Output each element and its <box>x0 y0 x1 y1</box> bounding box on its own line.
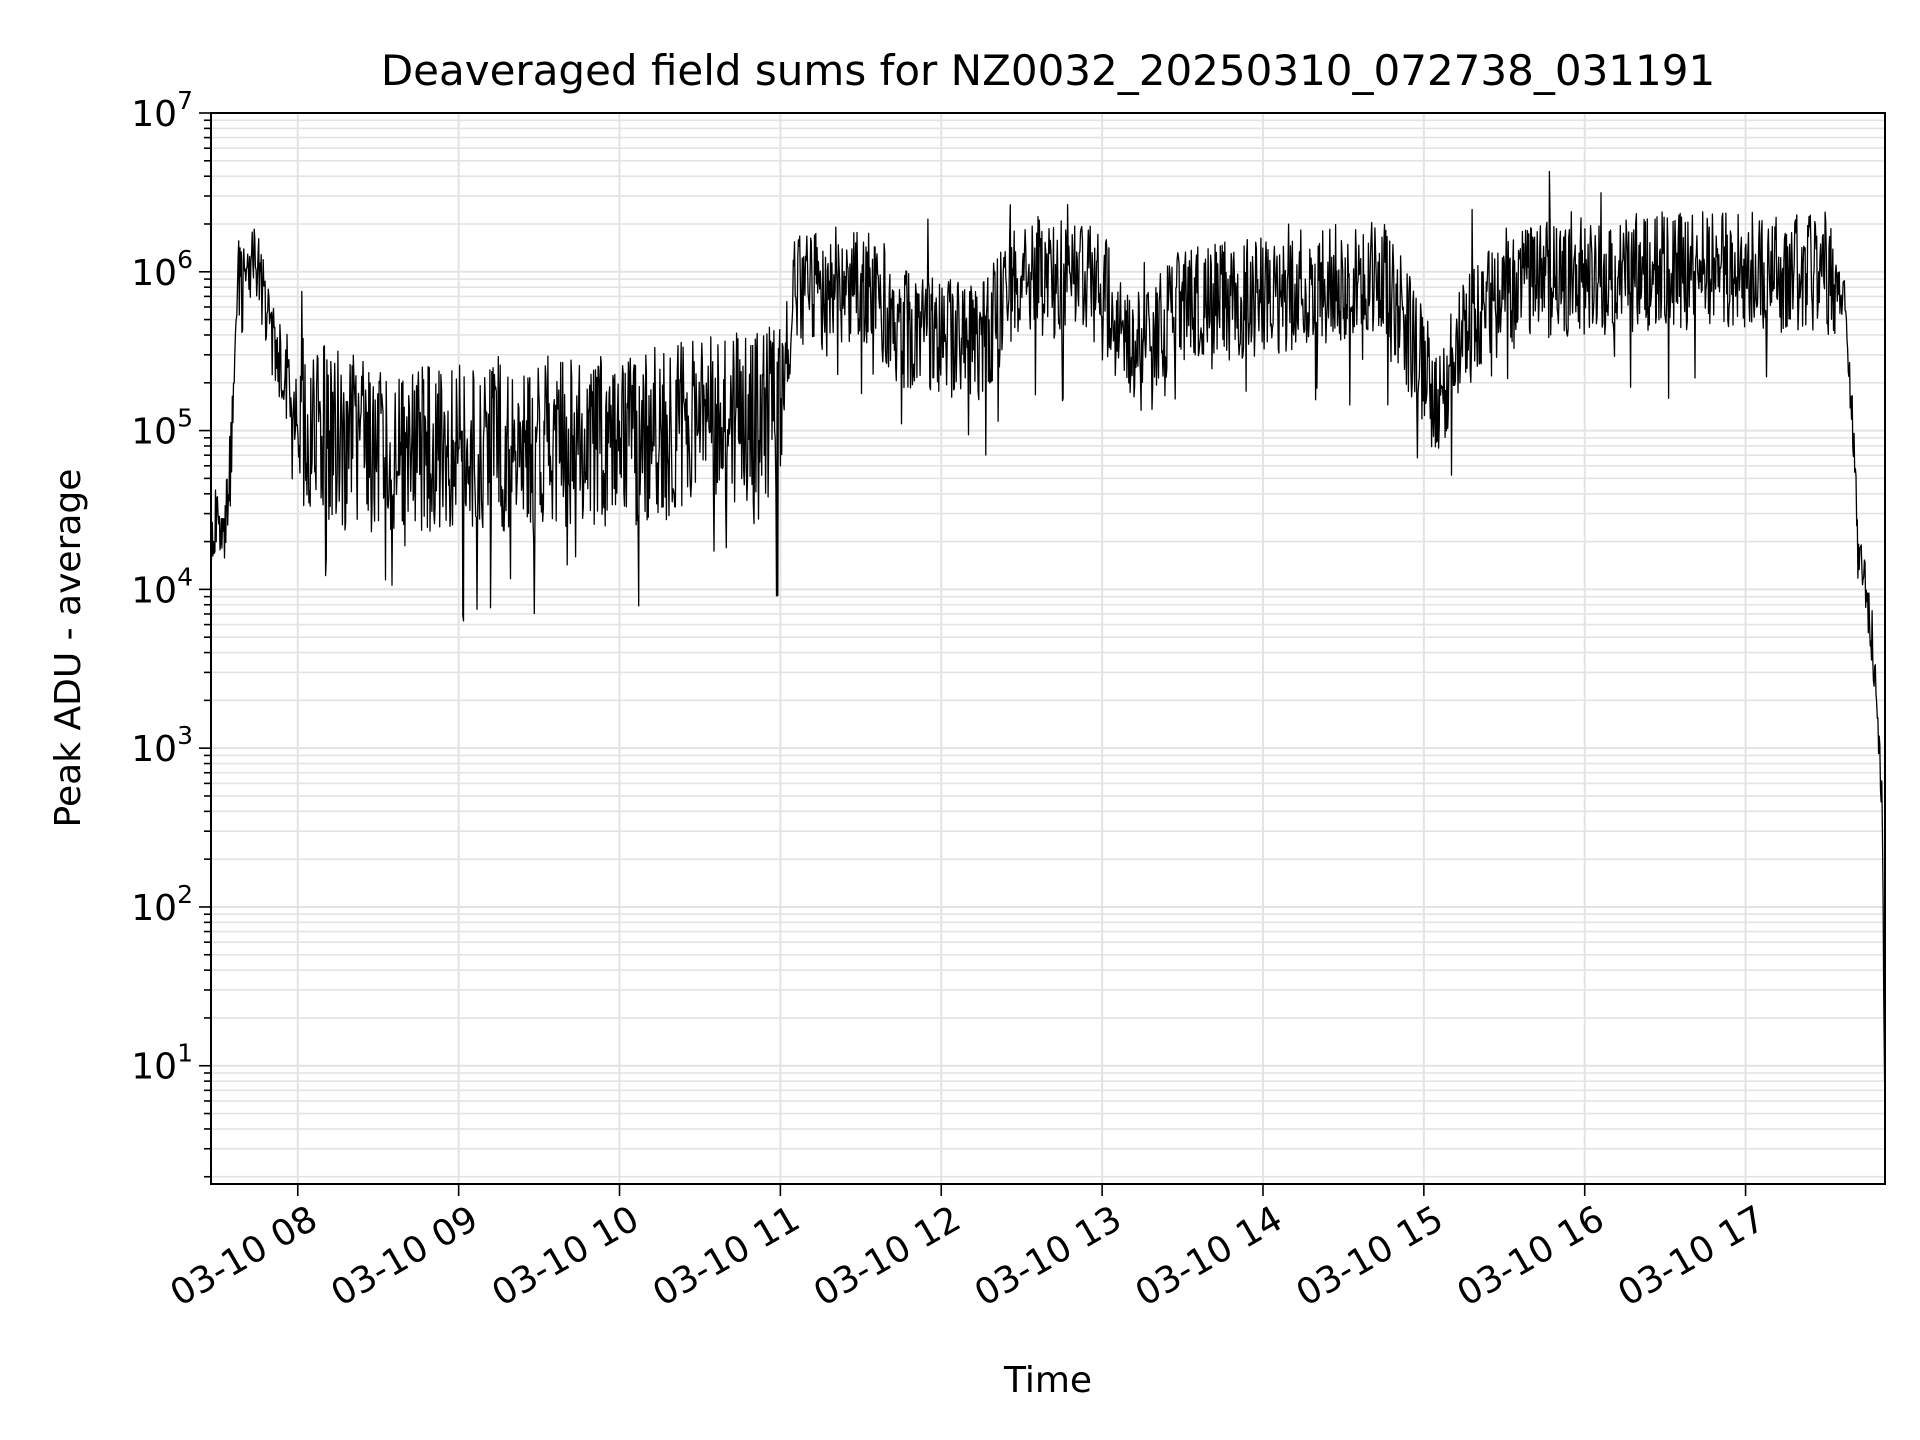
x-tick-label: 03-10 15 <box>1290 1198 1451 1314</box>
series-layer <box>210 170 1886 1115</box>
plot-frame <box>210 112 1886 1185</box>
y-axis: 101 102 103 104 105 106 107 <box>131 86 211 1178</box>
x-axis: 03-10 08 03-10 09 03-10 10 03-10 11 03-10 12… <box>164 1184 1772 1315</box>
x-tick-label: 03-10 14 <box>1129 1198 1290 1314</box>
x-tick-label: 03-10 17 <box>1611 1198 1772 1314</box>
grid <box>211 112 1885 1184</box>
x-tick-label: 03-10 10 <box>485 1198 646 1314</box>
y-tick-label: 105 <box>131 404 193 453</box>
series-line <box>210 170 1886 1115</box>
x-tick-label: 03-10 08 <box>164 1198 325 1314</box>
y-tick-label: 106 <box>131 245 193 294</box>
chart-title: Deaveraged field sums for NZ0032_2025031… <box>381 46 1715 95</box>
x-tick-label: 03-10 09 <box>324 1198 485 1314</box>
x-tick-label: 03-10 11 <box>646 1198 807 1314</box>
y-tick-label: 107 <box>131 86 193 135</box>
y-tick-label: 102 <box>131 880 193 929</box>
y-tick-label: 103 <box>131 721 193 770</box>
x-tick-label: 03-10 16 <box>1451 1198 1612 1314</box>
x-tick-label: 03-10 13 <box>968 1198 1129 1314</box>
x-axis-label: Time <box>1003 1360 1092 1401</box>
y-tick-label: 101 <box>131 1039 193 1088</box>
x-tick-label: 03-10 12 <box>807 1198 968 1314</box>
y-axis-label: Peak ADU - average <box>48 469 89 828</box>
y-tick-label: 104 <box>131 562 193 611</box>
